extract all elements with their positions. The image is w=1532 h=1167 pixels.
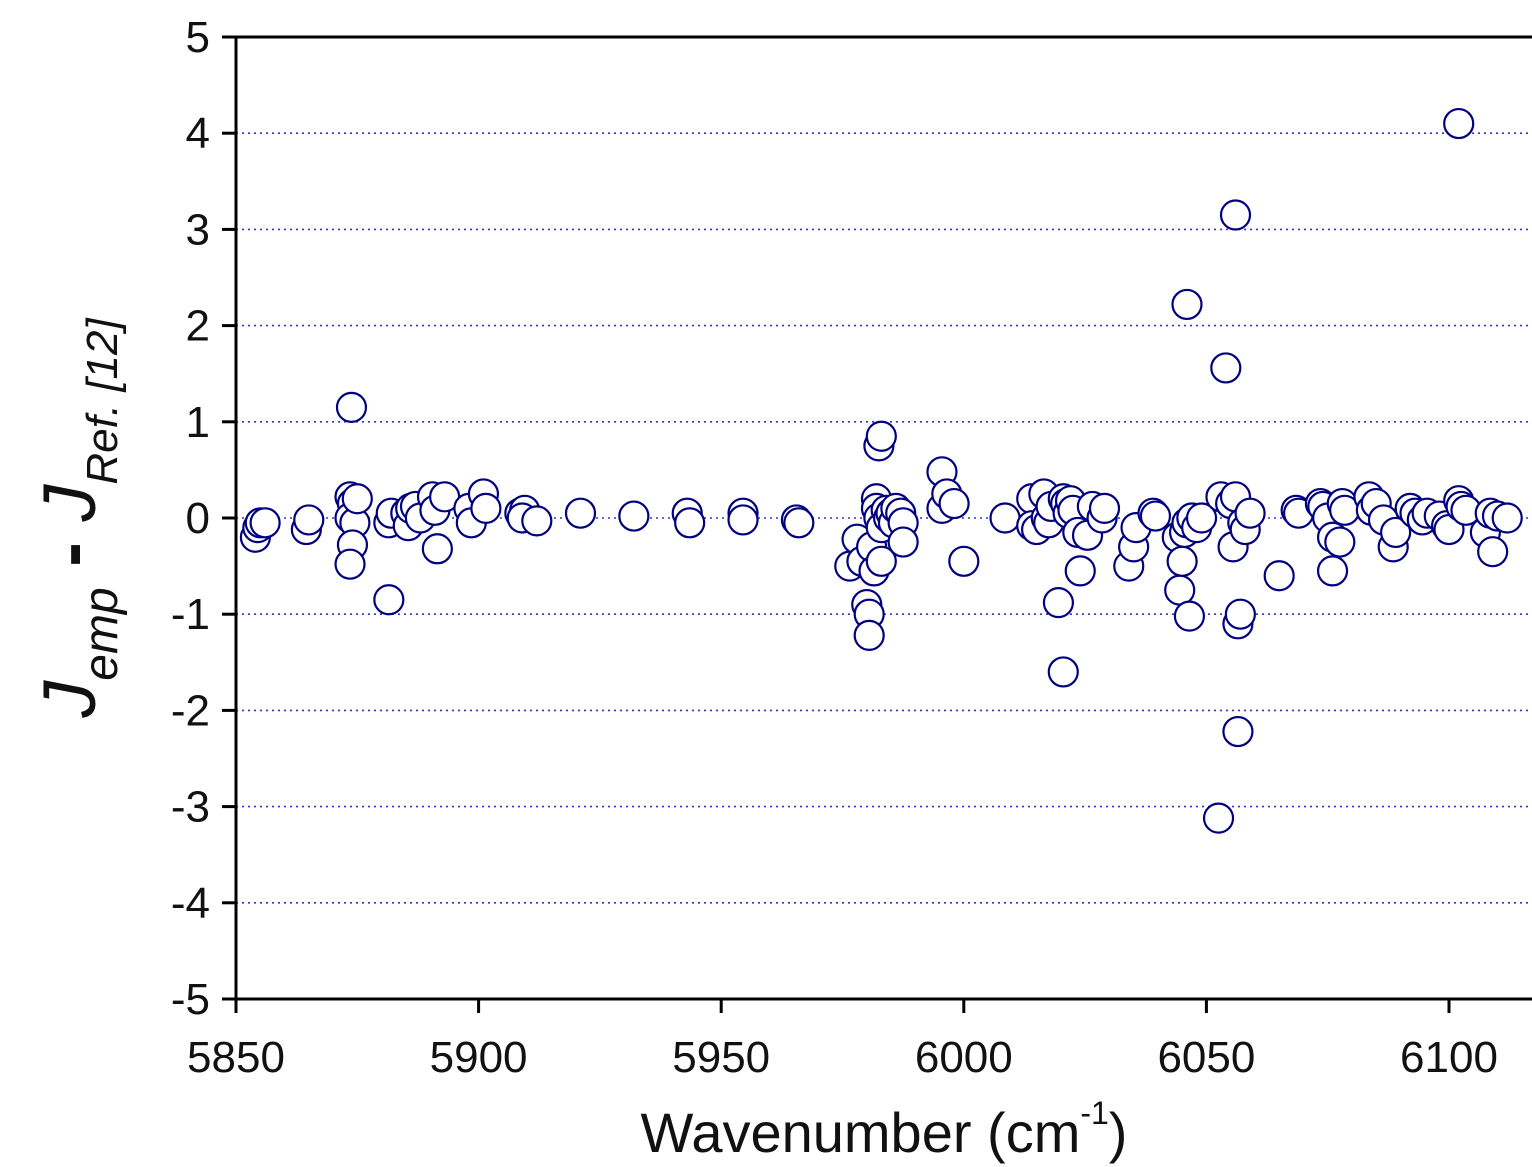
- y-tick-label: 2: [186, 302, 210, 351]
- data-point: [674, 507, 706, 539]
- data-point: [853, 619, 885, 651]
- data-point: [1173, 600, 1206, 632]
- data-point: [1047, 656, 1079, 688]
- data-point: [865, 420, 897, 452]
- y-axis-title-sub1: emp: [75, 587, 128, 680]
- x-tick-label: 5850: [187, 1033, 285, 1082]
- x-tick-label: 6100: [1400, 1033, 1498, 1082]
- y-tick-label: 0: [186, 494, 210, 543]
- y-tick-label: -1: [171, 590, 210, 639]
- data-point: [1171, 288, 1203, 321]
- y-axis-title-sub2: Ref. [12]: [78, 317, 127, 485]
- data-point: [1088, 492, 1121, 524]
- x-ticks: 5850 5900 5950 6000 6050 6100: [187, 999, 1498, 1082]
- data-point: [1234, 497, 1266, 529]
- data-point: [249, 507, 281, 539]
- data-points: [239, 107, 1523, 834]
- data-point: [1064, 555, 1096, 587]
- data-point: [421, 533, 453, 565]
- data-point: [865, 545, 897, 577]
- data-point: [1477, 536, 1509, 568]
- data-point: [1316, 555, 1349, 587]
- data-point: [948, 545, 980, 577]
- data-point: [1042, 587, 1075, 619]
- data-point: [1185, 502, 1218, 534]
- data-point: [335, 391, 368, 423]
- data-point: [1443, 107, 1475, 140]
- data-point: [334, 548, 366, 580]
- y-ticks: 5 4 3 2 1 0 -1 -2 -3 -4 -5: [171, 13, 236, 1024]
- x-axis-title-superscript: -1: [1080, 1095, 1108, 1131]
- data-point: [373, 584, 405, 616]
- x-tick-label: 6050: [1157, 1033, 1255, 1082]
- y-axis-title-minus: -: [28, 522, 111, 588]
- y-tick-label: -5: [171, 975, 210, 1024]
- data-point: [1222, 715, 1254, 748]
- x-tick-label: 6000: [915, 1033, 1013, 1082]
- y-tick-label: 5: [186, 13, 210, 62]
- data-point: [783, 507, 815, 539]
- y-axis-title: Jemp - JRef. [12]: [28, 317, 128, 719]
- data-point: [727, 504, 759, 536]
- data-point: [1219, 199, 1252, 231]
- data-point: [1491, 502, 1523, 534]
- y-axis-title-j2: J: [28, 484, 111, 523]
- data-point: [938, 487, 970, 520]
- x-axis-title-close: ): [1109, 1101, 1128, 1164]
- data-point: [1164, 574, 1196, 606]
- y-tick-label: 3: [186, 205, 210, 254]
- data-point: [618, 500, 650, 532]
- data-point: [1224, 598, 1256, 630]
- y-tick-label: 4: [186, 109, 210, 158]
- data-point: [989, 502, 1021, 534]
- data-point: [564, 497, 597, 529]
- y-tick-label: -3: [171, 783, 210, 832]
- y-tick-label: -2: [171, 686, 210, 735]
- data-point: [1139, 500, 1172, 532]
- data-point: [1324, 526, 1356, 558]
- x-tick-label: 5900: [430, 1033, 528, 1082]
- y-axis-title-j1: J: [28, 680, 111, 719]
- data-point: [521, 505, 553, 537]
- data-point: [887, 526, 919, 558]
- x-axis-title-main: Wavenumber (cm: [641, 1101, 1081, 1164]
- data-point: [470, 492, 502, 524]
- data-point: [1210, 352, 1242, 384]
- data-point: [1380, 516, 1412, 549]
- data-point: [1263, 560, 1295, 592]
- data-point: [341, 483, 373, 515]
- data-point: [293, 504, 325, 536]
- x-axis-title: Wavenumber (cm-1): [641, 1095, 1128, 1164]
- data-point: [1166, 545, 1198, 577]
- x-tick-label: 5950: [672, 1033, 770, 1082]
- y-tick-label: -4: [171, 879, 210, 928]
- data-point: [1202, 802, 1235, 834]
- y-tick-label: 1: [186, 398, 210, 447]
